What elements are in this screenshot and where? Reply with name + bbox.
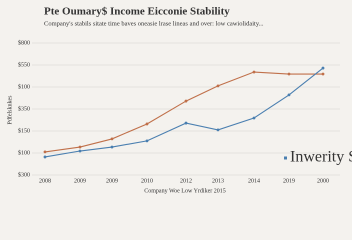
line [44, 67, 324, 158]
y-tick-label: $350 [18, 105, 30, 112]
x-tick-label: 2019 [283, 178, 295, 184]
point [184, 121, 188, 125]
point [252, 116, 256, 120]
y-tick-label: $100 [18, 83, 30, 90]
y-tick-label: $550 [18, 61, 30, 68]
point [216, 128, 220, 132]
y-tick-label: $300 [18, 171, 30, 178]
x-tick-label: 2008 [39, 178, 51, 184]
legend-swatch [284, 156, 287, 160]
point [184, 99, 188, 103]
x-axis-title: Company Woe Low Yrdiker 2015 [144, 188, 226, 194]
point [252, 70, 256, 74]
point [321, 66, 325, 70]
chart-subtitle: Company's stabils sitate time baves onea… [44, 20, 264, 27]
legend-label: Inwerity Spetre [290, 149, 352, 166]
point [145, 122, 149, 126]
y-axis-title: Pdfelsknkes [6, 95, 13, 125]
point [78, 149, 82, 153]
y-tick-label: $100 [18, 149, 30, 156]
line [44, 71, 323, 153]
point [145, 139, 149, 143]
point [216, 84, 220, 88]
point [43, 150, 47, 154]
x-tick-label: 2009 [106, 178, 118, 184]
x-tick-label: 2010 [141, 178, 153, 184]
x-tick-label: 2012 [180, 178, 192, 184]
point [78, 145, 82, 149]
chart: Pte Oumary$ Income Eicconie Stability Co… [6, 6, 352, 195]
x-tick-label: 2014 [248, 178, 260, 184]
y-tick-label: $150 [18, 127, 30, 134]
chart-title: Pte Oumary$ Income Eicconie Stability [44, 6, 230, 18]
point [321, 72, 325, 76]
point [287, 72, 291, 76]
point [110, 137, 114, 141]
x-tick-label: 2000 [317, 178, 329, 184]
point [287, 93, 291, 97]
x-tick-label: 2013 [212, 178, 224, 184]
y-tick-label: $800 [18, 39, 30, 46]
x-tick-label: 2009 [74, 178, 86, 184]
point [43, 155, 47, 159]
point [110, 145, 114, 149]
